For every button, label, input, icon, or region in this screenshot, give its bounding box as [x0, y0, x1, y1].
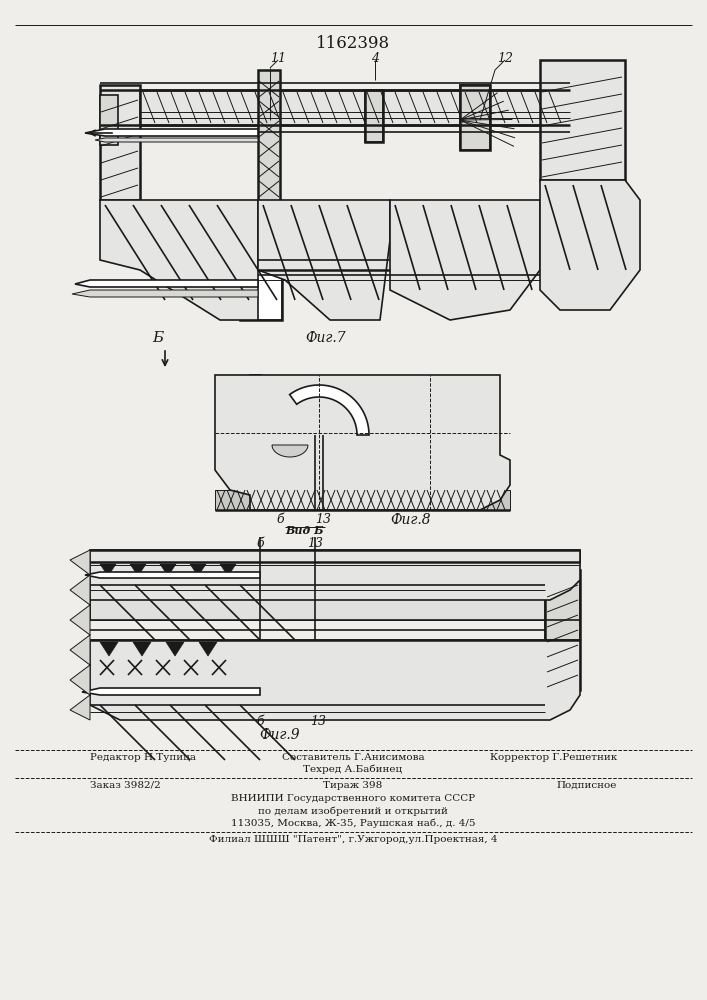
Text: Фиг.8: Фиг.8 [390, 513, 431, 527]
Polygon shape [100, 200, 258, 320]
Polygon shape [220, 564, 236, 576]
Bar [90, 550, 580, 562]
Bar [250, 375, 260, 460]
Bar [460, 85, 490, 150]
Polygon shape [215, 375, 510, 510]
Polygon shape [75, 280, 258, 287]
Text: Заказ 3982/2: Заказ 3982/2 [90, 781, 160, 790]
Polygon shape [540, 180, 640, 310]
Bar [240, 270, 282, 320]
Ellipse shape [413, 403, 447, 447]
Polygon shape [82, 688, 260, 695]
Text: 13: 13 [315, 513, 331, 526]
Text: 11: 11 [270, 52, 286, 65]
Polygon shape [290, 385, 369, 435]
Text: б: б [256, 715, 264, 728]
Ellipse shape [428, 422, 433, 428]
Bar [215, 490, 510, 510]
Polygon shape [85, 572, 260, 578]
Bar [540, 60, 625, 180]
Polygon shape [100, 642, 118, 656]
Bar [545, 570, 580, 690]
Polygon shape [190, 564, 206, 576]
Text: Корректор Г.Решетник: Корректор Г.Решетник [490, 753, 617, 762]
Ellipse shape [420, 411, 440, 439]
Polygon shape [70, 550, 90, 720]
Polygon shape [133, 642, 151, 656]
Text: Подписное: Подписное [556, 781, 617, 790]
Polygon shape [95, 138, 258, 142]
Text: Составитель Г.Анисимова: Составитель Г.Анисимова [281, 753, 424, 762]
Bar [240, 270, 282, 320]
Polygon shape [258, 200, 390, 320]
Bar [395, 395, 465, 455]
Text: Б: Б [153, 331, 163, 345]
Polygon shape [272, 445, 308, 457]
Text: 12: 12 [497, 52, 513, 65]
Bar [250, 375, 260, 460]
Text: Техред А.Бабинец: Техред А.Бабинец [303, 765, 402, 774]
Bar [395, 395, 465, 455]
Bar [100, 85, 140, 200]
Polygon shape [90, 640, 580, 720]
Text: Филиал ШШШ "Патент", г.Ужгород,ул.Проектная, 4: Филиал ШШШ "Патент", г.Ужгород,ул.Проект… [209, 835, 497, 844]
Text: Редактор Н.Тупица: Редактор Н.Тупица [90, 753, 196, 762]
Text: Фиг.9: Фиг.9 [259, 728, 300, 742]
Text: ВНИИПИ Государственного комитета СССР: ВНИИПИ Государственного комитета СССР [231, 794, 475, 803]
Text: 1162398: 1162398 [316, 35, 390, 52]
Text: 113035, Москва, Ж-35, Раушская наб., д. 4/5: 113035, Москва, Ж-35, Раушская наб., д. … [230, 818, 475, 828]
Text: б: б [276, 513, 284, 526]
Bar [140, 90, 570, 125]
Text: Тираж 398: Тираж 398 [323, 781, 382, 790]
Polygon shape [160, 564, 176, 576]
Bar [365, 90, 383, 142]
Polygon shape [390, 200, 540, 320]
Text: Вид Б: Вид Б [286, 525, 325, 536]
Polygon shape [199, 642, 217, 656]
Polygon shape [90, 550, 580, 600]
Polygon shape [100, 564, 116, 576]
Text: по делам изобретений и открытий: по делам изобретений и открытий [258, 806, 448, 816]
Bar [365, 90, 383, 142]
Text: 13: 13 [307, 537, 323, 550]
Bar [90, 590, 580, 620]
Text: 4: 4 [371, 52, 379, 65]
Polygon shape [130, 564, 146, 576]
Polygon shape [72, 290, 258, 297]
Bar [315, 450, 323, 510]
Bar [460, 85, 490, 150]
Text: 13: 13 [310, 715, 326, 728]
Bar [545, 570, 580, 690]
Text: б: б [256, 537, 264, 550]
Bar [258, 70, 280, 240]
Text: Фиг.7: Фиг.7 [305, 331, 346, 345]
Polygon shape [85, 129, 258, 136]
Bar [100, 95, 118, 145]
Polygon shape [166, 642, 184, 656]
